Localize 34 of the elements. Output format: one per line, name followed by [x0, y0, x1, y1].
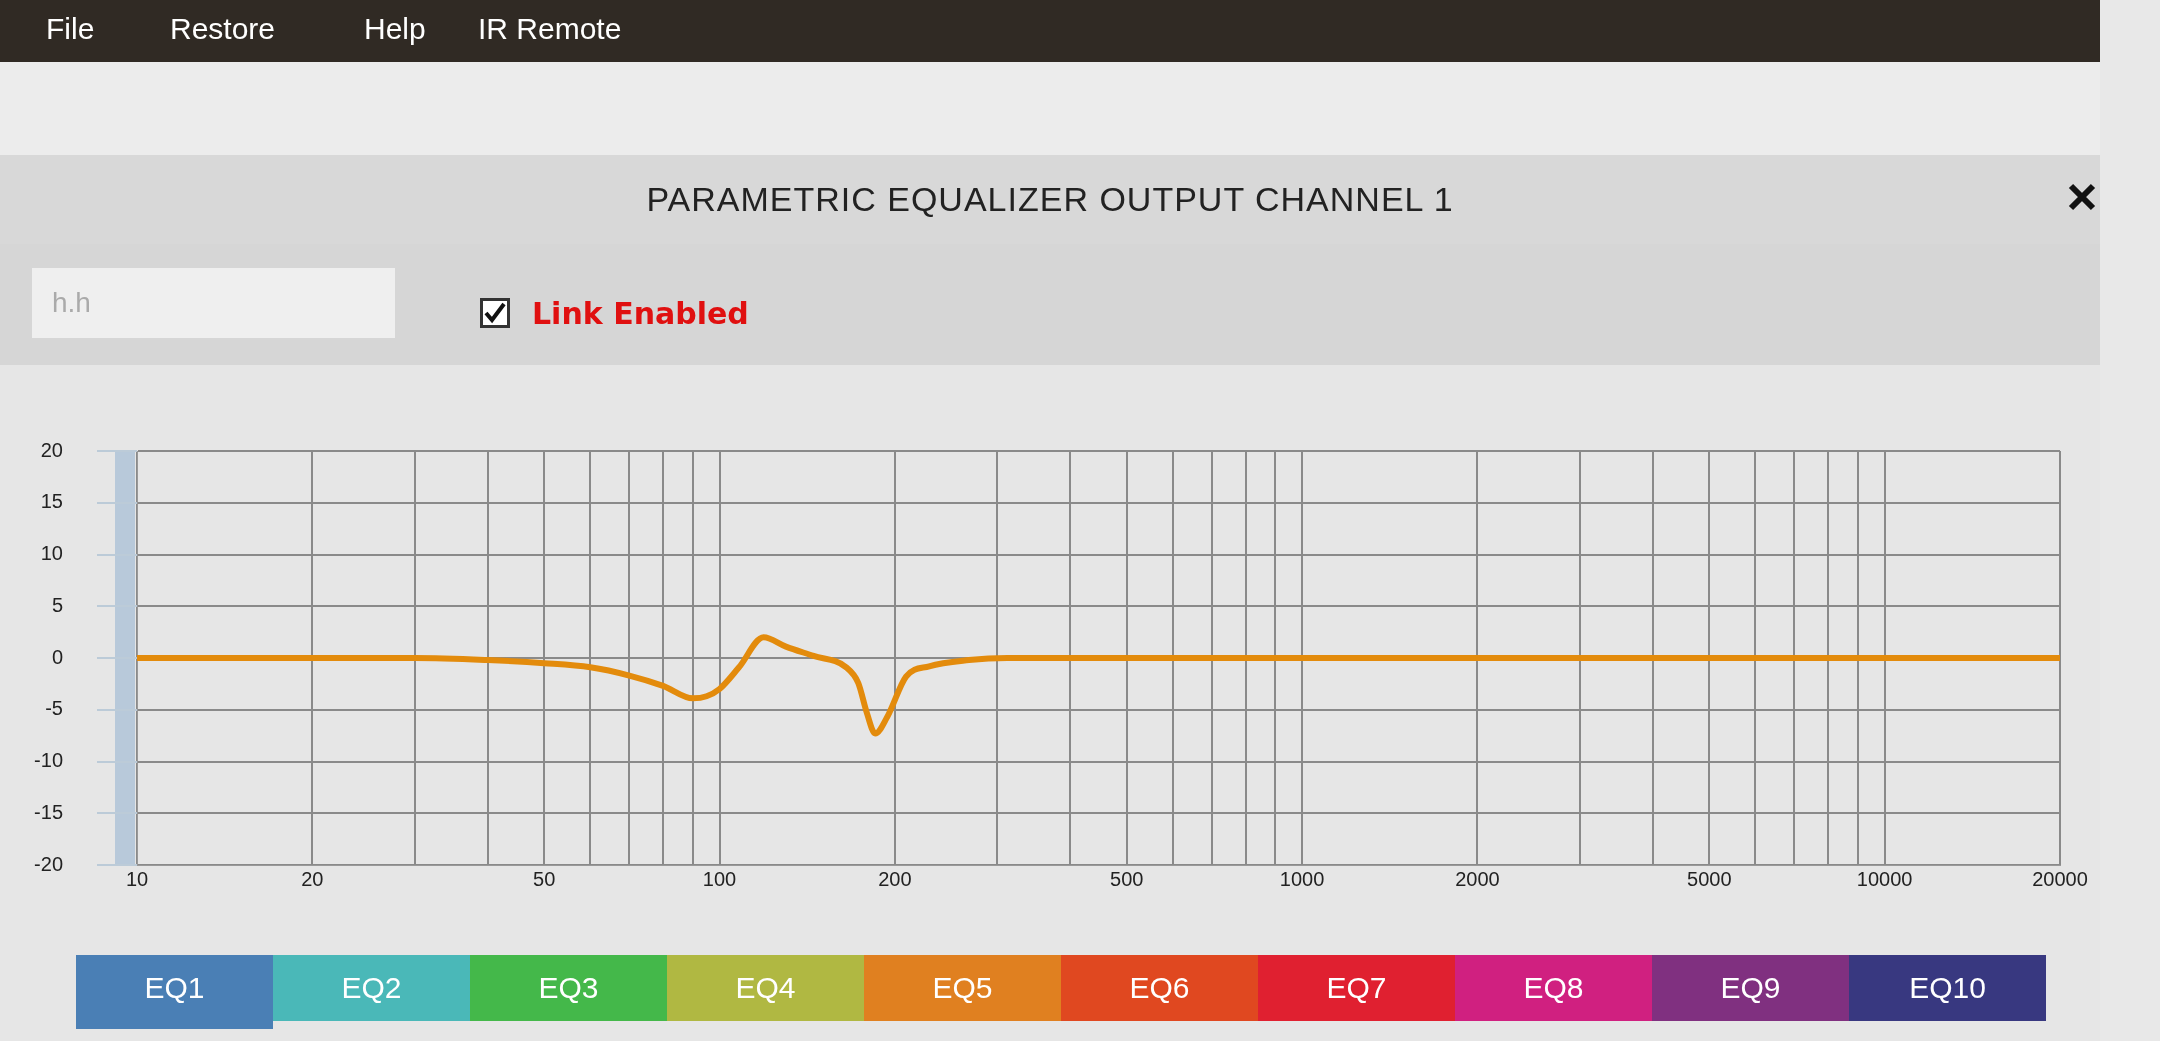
text: EQ4 — [667, 955, 864, 1021]
y-tick-label: 0 — [51, 645, 63, 668]
text: EQ9 — [1652, 955, 1849, 1021]
x-tick-label: 100 — [702, 867, 737, 890]
y-tick-label: -20 — [34, 852, 63, 875]
y-tick-label: -5 — [45, 697, 63, 720]
y-tick-label: 10 — [40, 542, 63, 565]
text: EQ1 — [76, 955, 273, 1021]
text: EQ6 — [1061, 955, 1258, 1021]
y-tick-label: -10 — [34, 749, 63, 772]
x-tick-label: 2000 — [1455, 867, 1500, 890]
x-tick-label: 20000 — [2032, 867, 2088, 890]
text: h.h — [32, 268, 395, 338]
x-tick-label: 20 — [301, 867, 324, 890]
x-tick-label: 200 — [878, 867, 912, 890]
x-tick-label: 50 — [533, 867, 556, 890]
text: EQ2 — [273, 955, 470, 1021]
text: Link Enabled — [532, 296, 749, 331]
x-tick-label: 500 — [1110, 867, 1144, 890]
y-tick-label: 15 — [40, 490, 63, 513]
text: EQ3 — [470, 955, 667, 1021]
text: EQ10 — [1849, 955, 2046, 1021]
text: EQ8 — [1455, 955, 1652, 1021]
y-tick-label: 5 — [51, 593, 63, 616]
x-tick-label: 1000 — [1279, 867, 1325, 890]
text: EQ5 — [864, 955, 1061, 1021]
y-tick-label: -15 — [34, 800, 63, 823]
x-tick-label: 10000 — [1856, 867, 1913, 890]
chart-title: PARAMETRIC EQUALIZER OUTPUT CHANNEL 1 — [0, 155, 2100, 244]
menu-bar: File Restore Help IR Remote — [0, 0, 2100, 62]
y-tick-label: 20 — [40, 438, 63, 461]
x-tick-label: 5000 — [1687, 867, 1732, 890]
x-tick-label: 10 — [125, 867, 149, 890]
text: EQ7 — [1258, 955, 1455, 1021]
